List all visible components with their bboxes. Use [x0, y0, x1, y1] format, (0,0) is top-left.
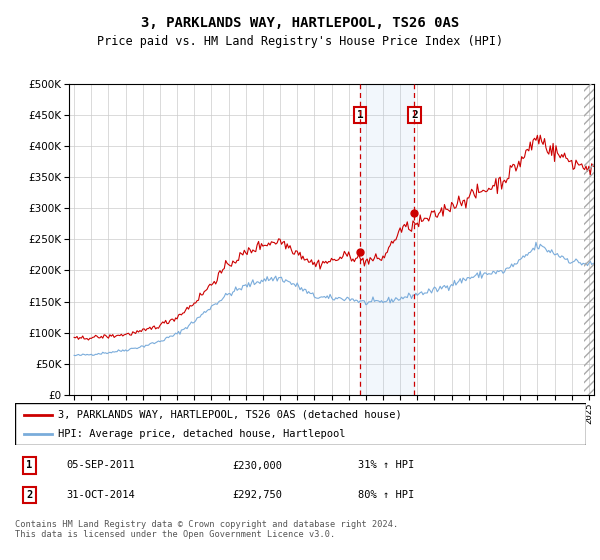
Text: £292,750: £292,750 — [232, 490, 282, 500]
Text: 2: 2 — [411, 110, 418, 120]
Text: HPI: Average price, detached house, Hartlepool: HPI: Average price, detached house, Hart… — [58, 429, 346, 439]
Text: 1: 1 — [26, 460, 32, 470]
Text: 05-SEP-2011: 05-SEP-2011 — [67, 460, 135, 470]
Text: 3, PARKLANDS WAY, HARTLEPOOL, TS26 0AS (detached house): 3, PARKLANDS WAY, HARTLEPOOL, TS26 0AS (… — [58, 409, 401, 419]
Bar — [584, 84, 594, 395]
Text: 31-OCT-2014: 31-OCT-2014 — [67, 490, 135, 500]
Text: 1: 1 — [357, 110, 364, 120]
Text: Contains HM Land Registry data © Crown copyright and database right 2024.
This d: Contains HM Land Registry data © Crown c… — [15, 520, 398, 539]
Text: 31% ↑ HPI: 31% ↑ HPI — [358, 460, 414, 470]
Text: Price paid vs. HM Land Registry's House Price Index (HPI): Price paid vs. HM Land Registry's House … — [97, 35, 503, 48]
Text: 3, PARKLANDS WAY, HARTLEPOOL, TS26 0AS: 3, PARKLANDS WAY, HARTLEPOOL, TS26 0AS — [141, 16, 459, 30]
Text: 2: 2 — [26, 490, 32, 500]
Bar — [360, 84, 415, 395]
Text: 80% ↑ HPI: 80% ↑ HPI — [358, 490, 414, 500]
Text: £230,000: £230,000 — [232, 460, 282, 470]
